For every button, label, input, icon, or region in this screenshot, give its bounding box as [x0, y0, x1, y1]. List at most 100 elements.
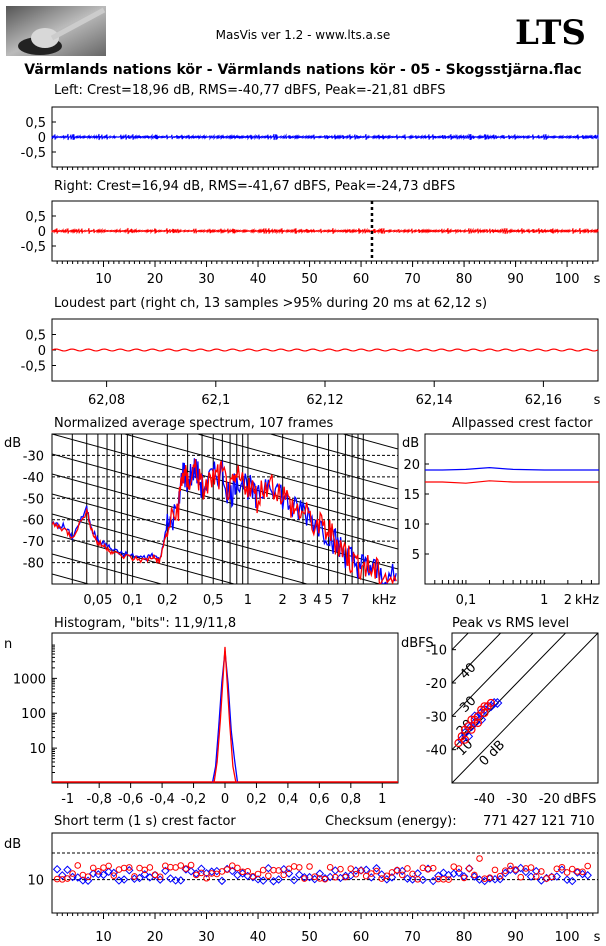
crest-point-left	[413, 869, 422, 878]
crest-point-left	[511, 866, 520, 875]
peak-rms-point-right	[480, 702, 489, 711]
logo-image	[6, 6, 106, 56]
spectrum-slope-line	[122, 434, 398, 510]
allpass-ytick-label: 20	[403, 458, 420, 473]
crest-xtick-label: 10	[95, 930, 112, 945]
allpass-line-left	[425, 466, 599, 471]
peak-rms-point-left	[476, 708, 487, 718]
spectrum-xtick-label: 0,5	[203, 593, 224, 608]
crest-point-right	[177, 862, 185, 869]
peak-rms-point-left	[473, 711, 483, 722]
histogram-xtick-label: -0,2	[181, 792, 206, 807]
crest-point-left	[583, 871, 592, 880]
crest-xtick-label: 80	[456, 930, 473, 945]
crest-point-left	[521, 867, 531, 877]
spectrum-slope-line	[52, 434, 398, 530]
crest-point-right	[393, 866, 401, 874]
crest-point-right	[213, 870, 221, 878]
peak-rms-point-left	[482, 701, 493, 712]
peak-rms-point-left	[466, 721, 477, 732]
allpass-xtick-label: 1	[540, 593, 548, 608]
left-ytick-label: 0	[38, 131, 46, 146]
histogram-ylabel: n	[4, 637, 12, 652]
allpass-ytick-label: 15	[403, 488, 420, 503]
crest-point-right	[486, 874, 494, 881]
peak-rms-point-left	[476, 714, 487, 725]
spectrum-xtick-label: 4	[313, 593, 321, 608]
histogram-xtick-label: 0,6	[309, 792, 330, 807]
crest-point-right	[558, 863, 566, 871]
crest-point-left	[516, 863, 525, 873]
spectrum-slope-line	[268, 434, 398, 470]
crest-point-left	[130, 874, 139, 883]
crest-point-right	[244, 868, 252, 875]
crest-point-right	[295, 864, 303, 871]
peak-rms-point-left	[463, 721, 474, 732]
crest-point-right	[496, 872, 504, 880]
spectrum-slope-line	[52, 654, 398, 749]
crest-point-left	[176, 876, 186, 885]
crest-point-right	[110, 872, 118, 879]
crest-point-left	[264, 863, 273, 873]
crest-point-left	[212, 866, 222, 876]
crest-point-left	[228, 866, 237, 876]
crest-xunit-label: s	[594, 930, 601, 945]
crest-point-left	[135, 873, 144, 883]
left-waveform-left	[51, 133, 599, 141]
right-waveform-right	[51, 227, 599, 235]
crest-point-right	[517, 873, 525, 881]
crest-point-left	[531, 866, 541, 876]
crest-xtick-label: 90	[507, 930, 524, 945]
lts-logo-text: LTS	[515, 13, 586, 53]
crest-xtick-label: 30	[198, 930, 215, 945]
histogram-xtick-label: 1	[378, 792, 386, 807]
crest-point-right	[476, 855, 483, 862]
histogram-ytick-label: 1000	[13, 672, 46, 687]
crest-point-right	[280, 871, 288, 879]
peak-rms-crest-label: 0 dB	[477, 738, 509, 770]
crest-point-right	[378, 875, 385, 882]
peak-rms-point-right	[486, 698, 496, 708]
spectrum-slope-line	[195, 434, 398, 490]
crest-point-right	[182, 865, 190, 872]
crest-xtick-label: 50	[301, 930, 318, 945]
spectrum-xtick-label: 5	[324, 593, 332, 608]
crest-point-right	[460, 874, 468, 882]
crest-point-right	[249, 873, 257, 880]
crest-point-right	[285, 865, 293, 873]
peak-rms-point-left	[463, 731, 474, 742]
spectrum-slope-line	[52, 533, 236, 584]
crest-point-left	[63, 865, 72, 875]
loudest-ytick-label: 0	[38, 344, 46, 359]
crest-point-right	[532, 873, 540, 880]
histogram-xtick-label: 0,4	[278, 792, 299, 807]
crest-point-right	[265, 872, 272, 880]
spectrum-ytick-label: -70	[23, 535, 44, 550]
crest-point-left	[171, 876, 180, 885]
loudest-waveform	[51, 348, 599, 352]
spectrum-xunit-label: kHz	[372, 593, 396, 608]
crest-xtick-label: 40	[250, 930, 267, 945]
peak-rms-plot-frame	[451, 632, 599, 784]
crest-point-right	[342, 873, 349, 881]
histogram-xtick-label: -0,6	[118, 792, 143, 807]
crest-point-right	[424, 865, 432, 873]
spectrum-xtick-label: 2	[279, 593, 287, 608]
loudest-xtick-label: 62,08	[88, 393, 125, 408]
peak-rms-point-right	[454, 738, 463, 748]
checksum-label: Checksum (energy):	[325, 814, 457, 829]
loudest-xtick-label: 62,14	[416, 393, 453, 408]
crest-point-left	[434, 871, 443, 880]
crest-point-right	[347, 865, 355, 872]
crest-point-right	[445, 876, 452, 883]
crest-point-left	[289, 875, 299, 885]
crest-point-right	[95, 867, 102, 875]
histogram-ytick-label: 10	[29, 742, 46, 757]
spectrum-slope-line	[52, 493, 382, 584]
right-xtick-label: 60	[353, 272, 370, 287]
right-ytick-label: 0	[38, 225, 46, 240]
right-xtick-label: 30	[198, 272, 215, 287]
spectrum-ytick-label: -40	[23, 471, 44, 486]
spectrum-title: Normalized average spectrum, 107 frames	[54, 416, 333, 431]
peak-rms-point-right	[473, 718, 483, 728]
